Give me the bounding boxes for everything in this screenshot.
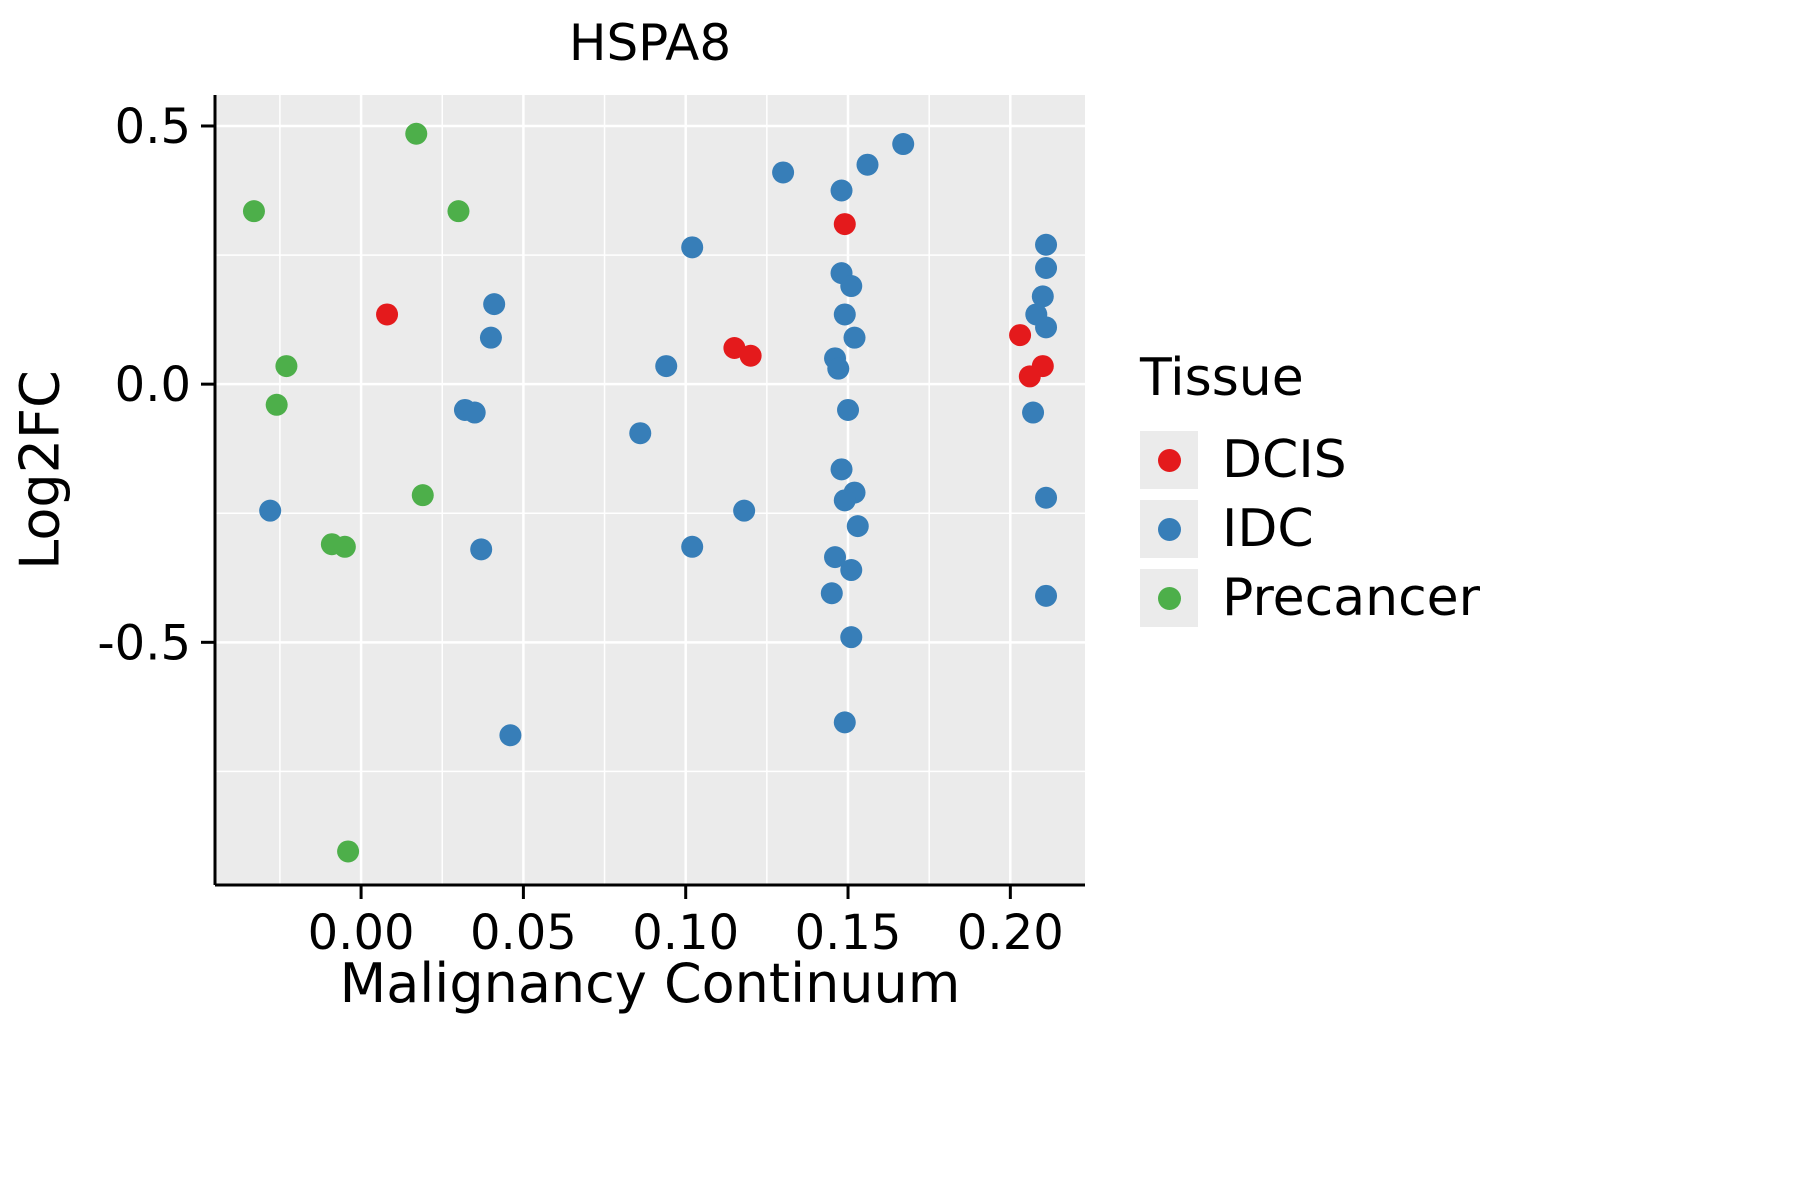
point-dcis bbox=[833, 213, 856, 236]
point-idc bbox=[892, 133, 915, 156]
point-dcis bbox=[1018, 365, 1041, 388]
point-idc bbox=[833, 711, 856, 734]
x-tick-label: 0.05 bbox=[470, 905, 577, 961]
point-idc bbox=[830, 458, 853, 481]
legend-key bbox=[1140, 569, 1198, 627]
x-tick-label: 0.00 bbox=[308, 905, 415, 961]
point-idc bbox=[1035, 316, 1058, 339]
point-idc bbox=[463, 401, 486, 424]
point-precancer bbox=[447, 200, 470, 223]
point-dcis bbox=[739, 344, 762, 367]
legend-item-dcis: DCIS bbox=[1140, 430, 1480, 490]
legend-label: Precancer bbox=[1222, 568, 1481, 628]
legend-label: DCIS bbox=[1222, 430, 1347, 490]
point-idc bbox=[479, 326, 502, 349]
point-idc bbox=[499, 724, 522, 747]
point-idc bbox=[824, 546, 847, 569]
chart-title: HSPA8 bbox=[568, 14, 732, 72]
point-idc bbox=[483, 293, 506, 316]
point-idc bbox=[833, 303, 856, 326]
legend-dot-precancer bbox=[1157, 586, 1181, 610]
point-idc bbox=[840, 275, 863, 298]
point-idc bbox=[843, 326, 866, 349]
point-idc bbox=[259, 499, 282, 522]
point-precancer bbox=[337, 840, 360, 863]
x-tick-label: 0.15 bbox=[795, 905, 902, 961]
point-idc bbox=[827, 357, 850, 380]
x-tick-label: 0.10 bbox=[632, 905, 739, 961]
legend-dot-dcis bbox=[1157, 448, 1181, 472]
point-idc bbox=[733, 499, 756, 522]
point-idc bbox=[820, 582, 843, 605]
y-tick-label: 0.0 bbox=[115, 357, 191, 413]
legend-key bbox=[1140, 431, 1198, 489]
point-idc bbox=[830, 179, 853, 202]
legend-item-precancer: Precancer bbox=[1140, 568, 1480, 628]
point-idc bbox=[856, 153, 879, 176]
plot-panel bbox=[215, 95, 1085, 885]
legend: Tissue DCIS IDC Precancer bbox=[1140, 348, 1480, 637]
point-idc bbox=[629, 422, 652, 445]
point-precancer bbox=[275, 355, 298, 378]
legend-item-idc: IDC bbox=[1140, 499, 1480, 559]
point-idc bbox=[833, 489, 856, 512]
point-idc bbox=[655, 355, 678, 378]
point-idc bbox=[1035, 233, 1058, 256]
point-idc bbox=[1031, 285, 1054, 308]
point-idc bbox=[681, 236, 704, 259]
legend-dot-idc bbox=[1157, 517, 1181, 541]
point-dcis bbox=[376, 303, 399, 326]
point-idc bbox=[1035, 256, 1058, 279]
y-tick-label: 0.5 bbox=[115, 99, 191, 155]
point-idc bbox=[470, 538, 493, 561]
x-tick-label: 0.20 bbox=[957, 905, 1064, 961]
legend-title: Tissue bbox=[1140, 348, 1304, 408]
legend-key bbox=[1140, 500, 1198, 558]
point-precancer bbox=[333, 535, 356, 558]
y-tick-label: -0.5 bbox=[97, 615, 191, 671]
point-idc bbox=[840, 559, 863, 582]
point-idc bbox=[681, 535, 704, 558]
point-dcis bbox=[1009, 324, 1032, 347]
point-idc bbox=[846, 515, 869, 538]
point-idc bbox=[1035, 584, 1058, 607]
point-idc bbox=[1022, 401, 1045, 424]
legend-entries: DCIS IDC Precancer bbox=[1140, 430, 1480, 628]
y-axis-label: Log2FC bbox=[8, 370, 72, 570]
x-axis-label: Malignancy Continuum bbox=[339, 952, 961, 1015]
point-precancer bbox=[411, 484, 434, 507]
point-precancer bbox=[242, 200, 265, 223]
point-idc bbox=[772, 161, 795, 184]
legend-label: IDC bbox=[1222, 499, 1314, 559]
point-idc bbox=[840, 626, 863, 649]
point-precancer bbox=[265, 393, 288, 416]
point-precancer bbox=[405, 122, 428, 145]
point-idc bbox=[837, 398, 860, 421]
point-idc bbox=[1035, 486, 1058, 509]
